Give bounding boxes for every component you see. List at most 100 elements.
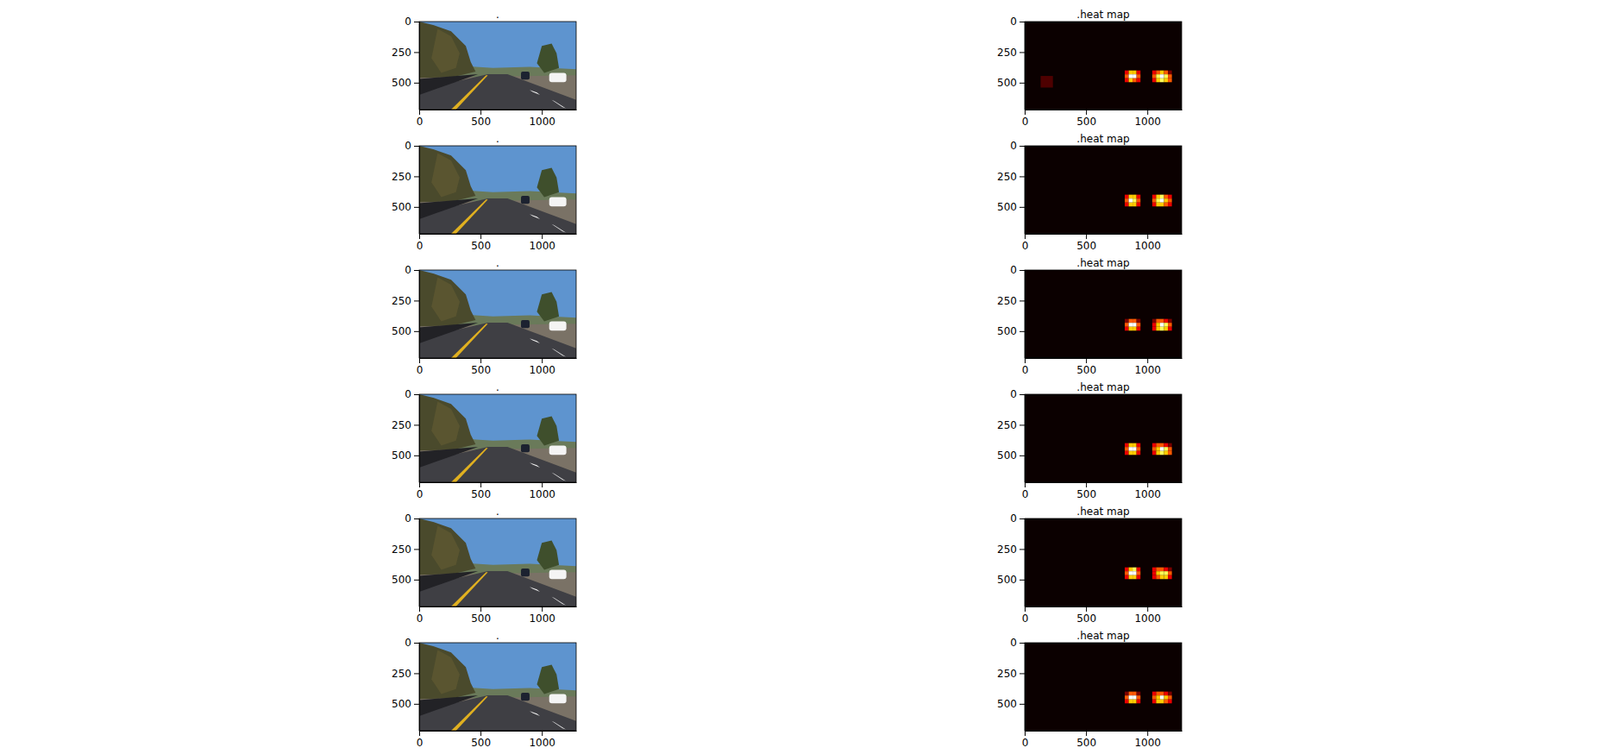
tick-label: 250 [391, 294, 412, 308]
heat-cell [1152, 575, 1157, 580]
tick-mark [480, 357, 482, 364]
tick-mark [414, 394, 420, 396]
tick-mark [1147, 109, 1149, 115]
heat-cell [1132, 326, 1137, 332]
tick-label: 500 [391, 449, 412, 462]
heat-cell [1167, 74, 1173, 79]
tick-mark [1019, 424, 1025, 426]
heat-cell [1124, 446, 1130, 452]
heat-cell [1132, 198, 1137, 203]
heat-cell [1129, 446, 1134, 452]
title: . [495, 8, 500, 21]
tick-label: 250 [391, 46, 412, 59]
lane-dash-1 [529, 710, 540, 716]
tick-mark [1085, 109, 1087, 115]
heat-cell [1160, 326, 1165, 332]
frame [1024, 394, 1182, 483]
axis-line [420, 109, 578, 111]
tick: 250 [997, 294, 1025, 308]
car-dark [520, 71, 530, 80]
tick: 250 [391, 419, 420, 432]
tree-right [537, 168, 560, 198]
barrier [419, 74, 478, 95]
tick-mark [480, 233, 482, 239]
heat-cell [1160, 446, 1165, 452]
plot-area [1024, 642, 1182, 731]
tick-mark [414, 300, 420, 302]
heat-cell [1136, 70, 1142, 76]
tick: 500 [470, 109, 491, 128]
tick: 1000 [528, 730, 556, 749]
tick: 500 [470, 730, 491, 749]
frame [1024, 518, 1182, 607]
y-axis: 0250500 [391, 512, 420, 607]
tick: 1000 [1134, 233, 1161, 252]
tick-mark [1024, 357, 1026, 364]
tick-label: 500 [391, 325, 412, 338]
tick-label: 500 [997, 449, 1017, 462]
tick-mark [480, 482, 482, 488]
tick: 250 [997, 419, 1025, 432]
tick: 500 [1076, 233, 1097, 252]
tick: 0 [404, 388, 420, 401]
tick-label: 0 [1022, 115, 1030, 128]
y-axis: 0250500 [997, 512, 1025, 607]
tick: 1000 [1134, 357, 1161, 377]
subplot: 050010000250500.heat map [997, 505, 1182, 625]
tick-mark [480, 606, 482, 612]
car-white [549, 445, 567, 456]
heat-cell [1124, 326, 1130, 332]
axis-line [1024, 146, 1026, 235]
tick-mark [414, 331, 420, 333]
heat-cell [1040, 75, 1053, 88]
heat-cell [1152, 443, 1157, 448]
tick-label: 500 [1076, 612, 1097, 625]
tick-label: 500 [1076, 736, 1097, 749]
tick: 250 [997, 667, 1025, 680]
tick: 1000 [528, 233, 556, 252]
barrier [419, 446, 478, 468]
tick: 500 [997, 697, 1025, 710]
tick: 250 [391, 294, 420, 308]
subplot: 050010000250500.heat map [997, 132, 1182, 252]
tick-mark [1019, 518, 1025, 520]
title: . [495, 381, 500, 394]
y-axis: 0250500 [391, 636, 420, 731]
title: .heat map [1076, 505, 1130, 518]
heat-cell [1152, 74, 1157, 79]
heat-cell [1167, 202, 1173, 208]
lane-dash-2 [552, 721, 566, 730]
barrier [419, 322, 478, 344]
tick-mark [1019, 394, 1025, 396]
tick: 500 [997, 76, 1025, 89]
tick-label: 500 [470, 363, 491, 377]
tick-label: 500 [997, 573, 1017, 586]
tick-mark [1085, 357, 1087, 364]
tick-mark [419, 109, 421, 115]
x-axis: 05001000 [416, 233, 578, 252]
tick-mark [419, 606, 421, 612]
tick-label: 0 [1010, 512, 1017, 525]
heat-cell [1164, 319, 1169, 324]
tick: 500 [997, 325, 1025, 338]
tree-right [537, 416, 560, 446]
heat-cell [1155, 567, 1161, 572]
heat-cell [1155, 695, 1161, 700]
heat-cell [1152, 451, 1157, 456]
heat-cell [1160, 194, 1165, 200]
car-white [549, 570, 567, 580]
y-axis: 0250500 [997, 15, 1025, 110]
title: . [495, 132, 500, 145]
heat-cell [1124, 322, 1130, 327]
tick-mark [414, 269, 420, 271]
heat-cell [1136, 695, 1142, 700]
axis-line [419, 146, 421, 235]
tick-mark [414, 21, 420, 23]
heat-cell [1164, 194, 1169, 200]
plot-area [419, 642, 577, 731]
tick-mark [1019, 331, 1025, 333]
heat-cell [1152, 691, 1157, 697]
heat-cell [1155, 78, 1161, 83]
tick-label: 1000 [1134, 736, 1161, 749]
y-axis: 0250500 [391, 263, 420, 358]
